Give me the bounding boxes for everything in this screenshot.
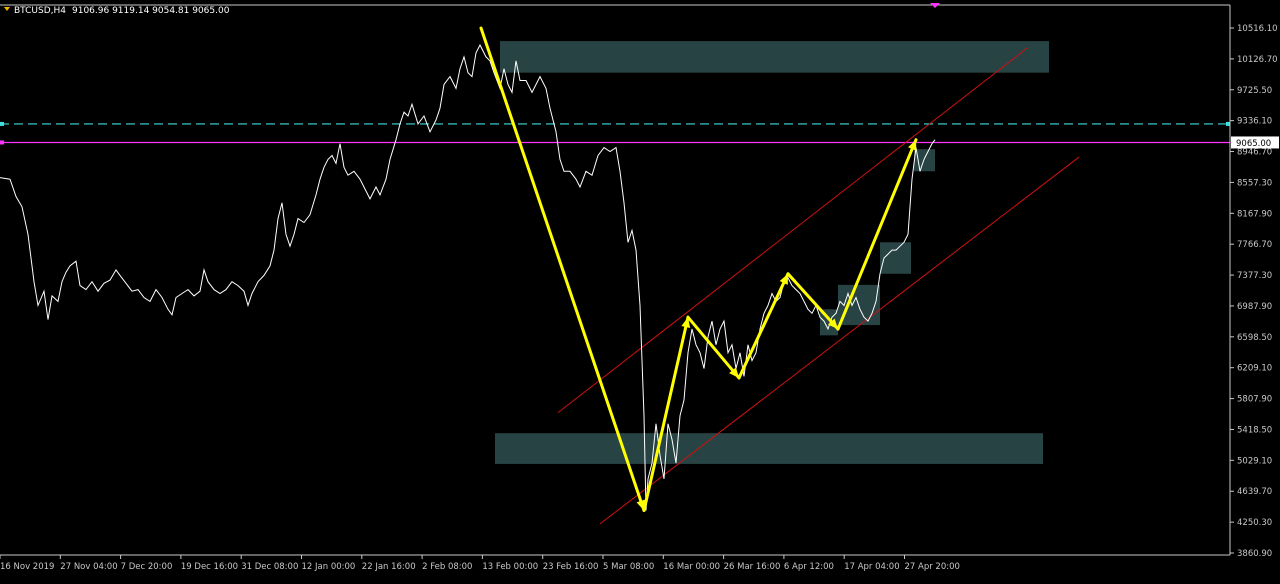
zone-rect <box>495 433 1043 464</box>
x-tick-label: 7 Dec 20:00 <box>121 562 173 572</box>
x-tick-label: 26 Mar 16:00 <box>724 562 781 572</box>
channel-line <box>557 47 1029 414</box>
y-tick-label: 4250.30 <box>1237 518 1272 528</box>
x-tick-label: 13 Feb 00:00 <box>482 562 538 572</box>
y-tick-label: 5418.50 <box>1237 425 1272 435</box>
current-price-label: 9065.00 <box>1236 139 1271 149</box>
ohlc-label: 9106.96 9119.14 9054.81 9065.00 <box>72 6 230 16</box>
x-tick-label: 19 Dec 16:00 <box>181 562 238 572</box>
zigzag-segment <box>479 26 646 512</box>
channel-layer <box>557 47 1080 525</box>
x-tick-label: 16 Nov 2019 <box>0 562 54 572</box>
y-tick-label: 6987.90 <box>1237 302 1272 312</box>
y-tick-label: 8946.70 <box>1237 148 1272 158</box>
x-tick-label: 27 Apr 20:00 <box>905 562 960 572</box>
zigzag-arrowhead <box>779 273 788 285</box>
marker-icon <box>930 3 940 8</box>
symbol-label: BTCUSD,H4 <box>14 6 66 16</box>
zigzag-segment <box>737 272 790 380</box>
price-series-line <box>0 43 936 511</box>
zigzag-layer <box>479 26 918 512</box>
zigzag-arrowhead <box>636 499 646 511</box>
x-tick-label: 27 Nov 04:00 <box>60 562 117 572</box>
x-tick-label: 22 Jan 16:00 <box>362 562 416 572</box>
y-tick-label: 9336.10 <box>1237 117 1272 127</box>
x-tick-label: 5 Mar 08:00 <box>603 562 654 572</box>
x-tick-label: 12 Jan 00:00 <box>302 562 356 572</box>
y-tick-label: 7766.70 <box>1237 240 1272 250</box>
price-level-handle <box>0 140 4 145</box>
y-tick-label: 9725.50 <box>1237 86 1272 96</box>
zones-layer <box>495 41 1049 464</box>
zigzag-segment <box>836 138 918 331</box>
x-tick-label: 31 Dec 08:00 <box>241 562 298 572</box>
zigzag-arrowhead <box>729 367 739 378</box>
y-tick-label: 6598.50 <box>1237 333 1272 343</box>
cyan-level-handle <box>0 121 4 126</box>
cyan-level-handle <box>1226 121 1230 126</box>
y-tick-label: 7377.30 <box>1237 271 1272 281</box>
y-tick-label: 8557.30 <box>1237 178 1272 188</box>
zigzag-segment <box>686 315 741 380</box>
y-tick-label: 4639.70 <box>1237 487 1272 497</box>
levels-layer <box>0 121 1230 145</box>
zigzag-arrowhead <box>827 318 838 330</box>
y-tick-label: 5807.90 <box>1237 395 1272 405</box>
y-tick-label: 3860.90 <box>1237 549 1272 559</box>
y-tick-label: 8167.90 <box>1237 209 1272 219</box>
zigzag-segment <box>642 315 690 512</box>
zone-rect <box>500 41 1049 73</box>
x-tick-label: 17 Apr 04:00 <box>844 562 899 572</box>
channel-line <box>599 156 1080 525</box>
y-tick-label: 10126.70 <box>1237 55 1278 65</box>
y-tick-label: 10516.10 <box>1237 24 1278 34</box>
axes-layer: 10516.10 10126.70 9725.50 9336.10 8946.70 855… <box>0 4 1279 572</box>
zigzag-arrowhead <box>681 317 691 328</box>
header-layer: BTCUSD,H4 9106.96 9119.14 9054.81 9065.0… <box>4 3 940 16</box>
zigzag-segment <box>786 272 840 331</box>
y-tick-label: 6209.10 <box>1237 364 1272 374</box>
x-tick-label: 2 Feb 08:00 <box>422 562 472 572</box>
y-tick-label: 5029.10 <box>1237 456 1272 466</box>
zone-rect <box>880 242 911 274</box>
x-tick-label: 16 Mar 00:00 <box>663 562 720 572</box>
chevron-down-icon[interactable] <box>4 7 10 11</box>
zigzag-arrowhead <box>908 139 917 151</box>
price-label-box <box>1231 136 1279 149</box>
x-tick-label: 23 Feb 16:00 <box>543 562 599 572</box>
price-layer <box>0 43 936 511</box>
x-tick-label: 6 Apr 12:00 <box>784 562 834 572</box>
